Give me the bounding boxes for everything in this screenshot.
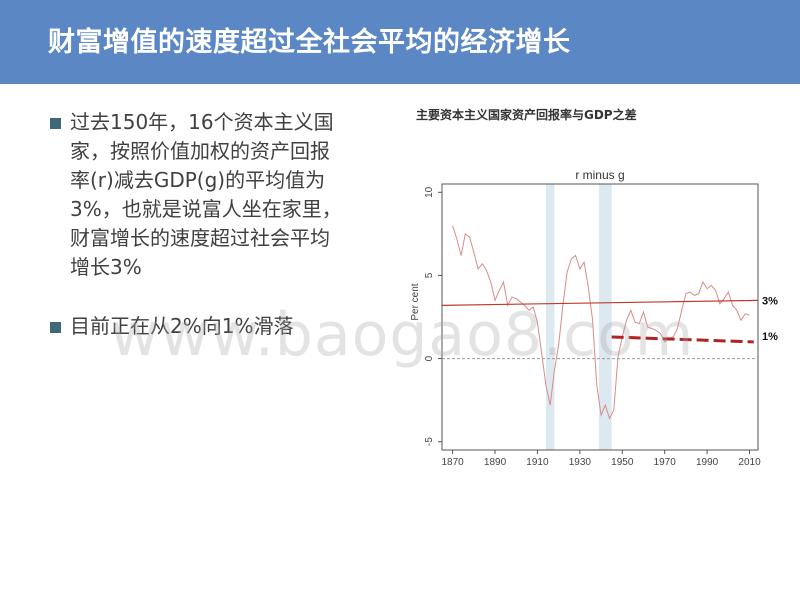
axis-ticks: 1870 1890 1910 1930 1950 1970 1990 2010 -5 0 5 10 [424, 186, 761, 468]
x-tick-label: 1930 [569, 457, 592, 468]
x-tick-label: 1950 [611, 457, 634, 468]
x-tick-label: 2010 [738, 457, 761, 468]
bullet-text-1: 过去150年，16个资本主义国 家，按照价值加权的资产回报 率(r)减去GDP(… [70, 110, 342, 279]
y-tick-label: 10 [424, 186, 435, 198]
x-tick-label: 1910 [526, 457, 549, 468]
shaded-period-1 [545, 184, 555, 450]
shaded-period-2 [598, 184, 612, 450]
y-tick-label: 0 [424, 355, 435, 361]
page-title: 财富增值的速度超过全社会平均的经济增长 [48, 27, 571, 58]
bullet-text-2: 目前正在从2%向1%滑落 [70, 314, 294, 338]
trend-line-3pct [441, 299, 759, 306]
r-minus-g-series-line [452, 225, 750, 420]
bullet-item-2: 目前正在从2%向1%滑落 [50, 312, 390, 341]
x-tick-label: 1970 [654, 457, 677, 468]
title-bar: 财富增值的速度超过全社会平均的经济增长 [0, 0, 800, 84]
plot-frame [441, 183, 759, 451]
x-tick-label: 1890 [484, 457, 507, 468]
y-tick-label: -5 [424, 437, 435, 446]
x-tick-label: 1990 [696, 457, 719, 468]
x-tick-label: 1870 [441, 457, 464, 468]
square-bullet-icon [50, 118, 61, 129]
figure-caption: 主要资本主义国家资产回报率与GDP之差 [416, 108, 637, 122]
forecast-line-1pct [611, 335, 754, 344]
trend-label-3pct: 3% [762, 295, 778, 307]
bullet-item-1: 过去150年，16个资本主义国 家，按照价值加权的资产回报 率(r)减去GDP(… [50, 108, 390, 282]
y-axis-label: Per cent [410, 283, 421, 320]
forecast-label-1pct: 1% [762, 331, 778, 343]
shaded-periods [545, 184, 612, 450]
square-bullet-icon [50, 322, 61, 333]
r-minus-g-chart: 1870 1890 1910 1930 1950 1970 1990 2010 -5 0 5 10 r… [410, 168, 778, 468]
watermark: www.baogao8.com [110, 300, 695, 370]
chart-panel-title: r minus g [575, 168, 624, 182]
y-tick-label: 5 [424, 272, 435, 278]
